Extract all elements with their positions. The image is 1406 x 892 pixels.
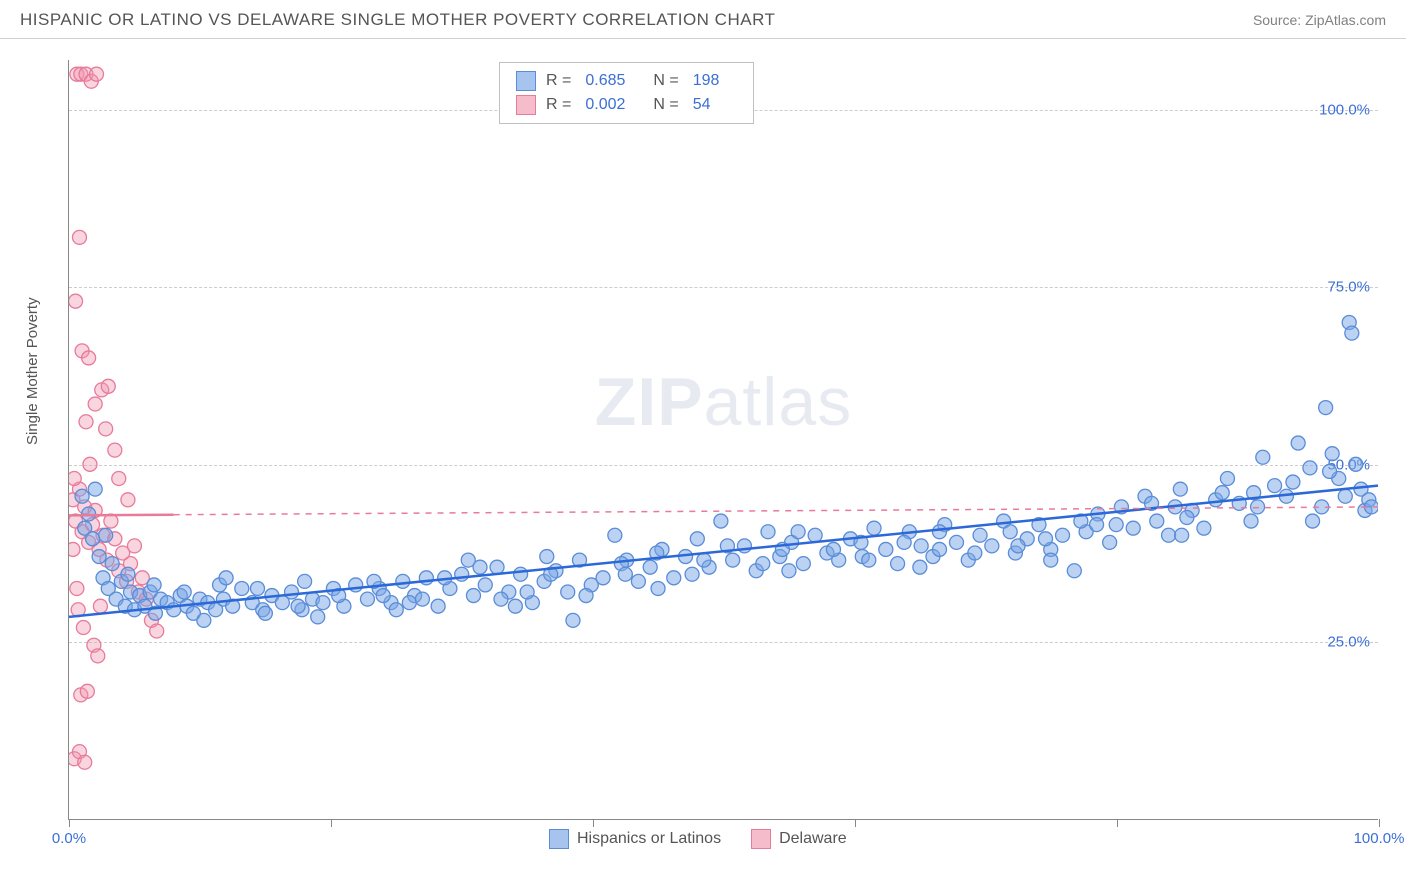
legend-n-value-2: 54 — [693, 96, 711, 114]
chart-source: Source: ZipAtlas.com — [1253, 12, 1386, 28]
legend-n-value-1: 198 — [693, 72, 720, 90]
x-tick — [593, 819, 594, 827]
chart-container: Single Mother Poverty ZIPatlas R = 0.685… — [20, 45, 1386, 850]
legend-n-label: N = — [653, 72, 678, 90]
chart-header: HISPANIC OR LATINO VS DELAWARE SINGLE MO… — [0, 0, 1406, 39]
scatter-svg — [69, 60, 1378, 819]
plot-area: ZIPatlas R = 0.685 N = 198 R = 0.002 N =… — [68, 60, 1378, 820]
legend-label-hispanic: Hispanics or Latinos — [577, 830, 721, 848]
legend-correlation: R = 0.685 N = 198 R = 0.002 N = 54 — [499, 62, 754, 124]
legend-row-delaware: R = 0.002 N = 54 — [516, 93, 737, 117]
swatch-delaware — [516, 95, 536, 115]
swatch-hispanic-bottom — [549, 829, 569, 849]
legend-r-value-1: 0.685 — [585, 72, 625, 90]
legend-label-delaware: Delaware — [779, 830, 847, 848]
x-tick — [855, 819, 856, 827]
legend-r-label: R = — [546, 96, 571, 114]
x-tick — [69, 819, 70, 827]
legend-r-value-2: 0.002 — [585, 96, 625, 114]
chart-title: HISPANIC OR LATINO VS DELAWARE SINGLE MO… — [20, 10, 775, 30]
x-tick — [1379, 819, 1380, 827]
legend-n-label: N = — [653, 96, 678, 114]
legend-item-delaware: Delaware — [751, 829, 847, 849]
swatch-hispanic — [516, 71, 536, 91]
x-tick — [331, 819, 332, 827]
x-tick — [1117, 819, 1118, 827]
legend-row-hispanic: R = 0.685 N = 198 — [516, 69, 737, 93]
legend-series: Hispanics or Latinos Delaware — [549, 829, 847, 849]
y-axis-label: Single Mother Poverty — [24, 297, 41, 445]
x-tick-label: 100.0% — [1354, 830, 1405, 847]
x-tick-label: 0.0% — [52, 830, 86, 847]
swatch-delaware-bottom — [751, 829, 771, 849]
legend-r-label: R = — [546, 72, 571, 90]
legend-item-hispanic: Hispanics or Latinos — [549, 829, 721, 849]
